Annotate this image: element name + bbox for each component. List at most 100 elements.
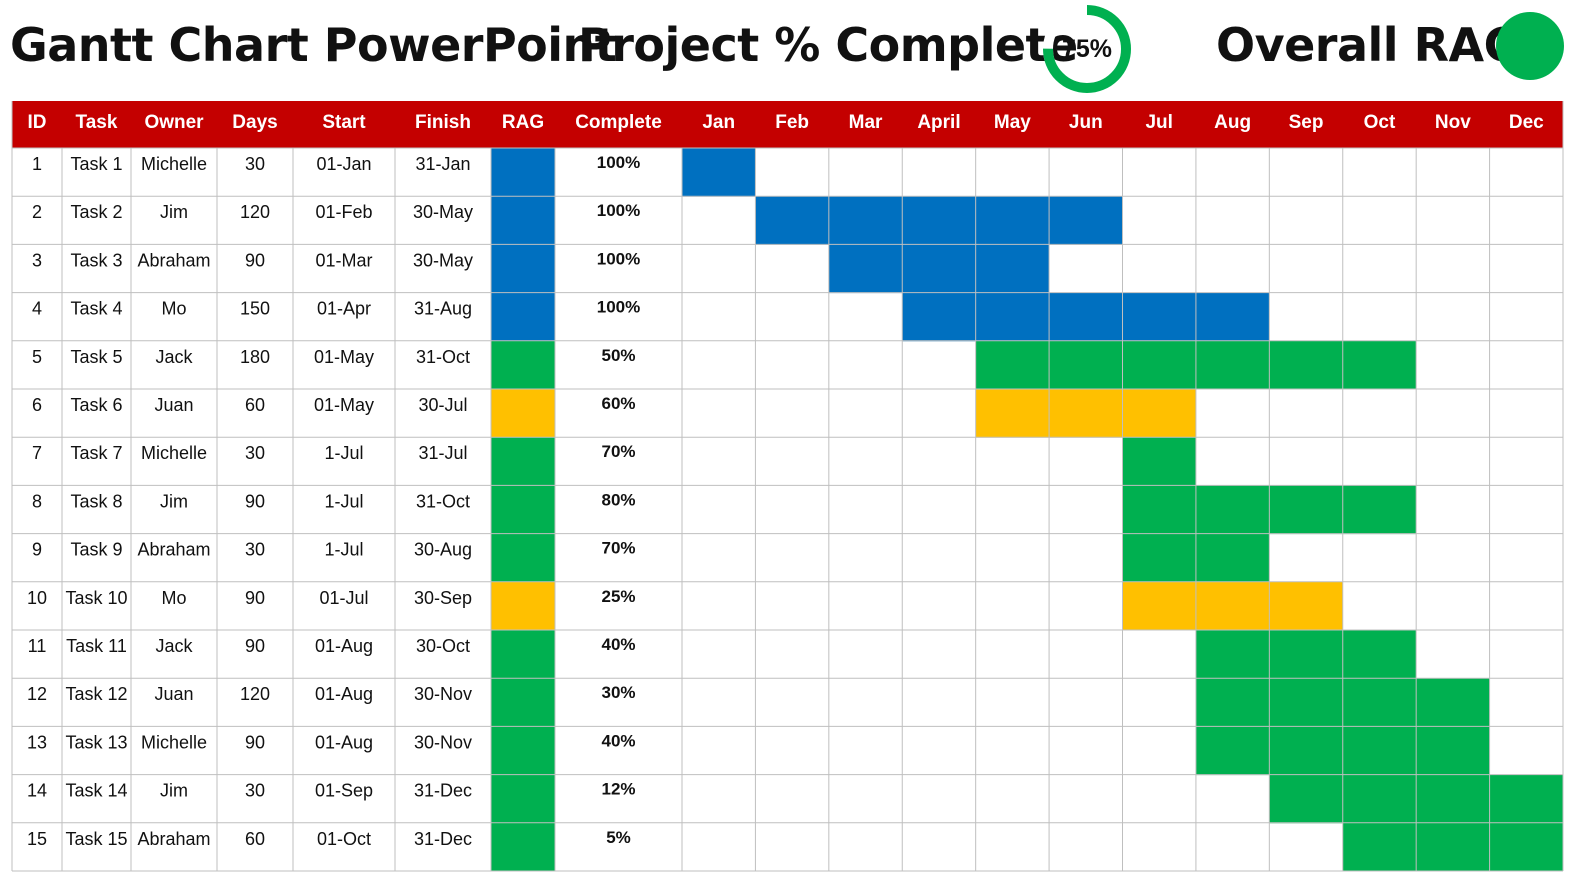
cell-finish: 30-Nov bbox=[414, 732, 472, 752]
cell-finish: 30-May bbox=[413, 250, 473, 270]
cell-finish: 30-Aug bbox=[414, 540, 472, 560]
cell-owner: Jim bbox=[160, 781, 188, 801]
gantt-bar bbox=[828, 244, 1050, 294]
cell-complete: 5% bbox=[606, 828, 631, 847]
gantt-bar bbox=[1122, 581, 1343, 631]
gantt-bar bbox=[682, 148, 756, 197]
cell-complete: 40% bbox=[601, 731, 635, 750]
gantt-bar bbox=[1342, 822, 1563, 872]
cell-finish: 30-Sep bbox=[414, 588, 472, 608]
cell-start: 01-Feb bbox=[315, 202, 372, 222]
cell-start: 01-May bbox=[314, 347, 374, 367]
cell-finish: 31-Aug bbox=[414, 299, 472, 319]
cell-days: 60 bbox=[245, 829, 265, 849]
cell-start: 01-Jul bbox=[319, 588, 368, 608]
cell-days: 30 bbox=[245, 154, 265, 174]
cell-owner: Michelle bbox=[141, 154, 207, 174]
percent-complete-donut: 75% bbox=[1043, 5, 1131, 93]
column-header-task: Task bbox=[76, 112, 118, 133]
cell-start: 1-Jul bbox=[324, 491, 363, 511]
cell-owner: Mo bbox=[161, 299, 186, 319]
cell-task: Task 9 bbox=[70, 540, 122, 560]
rag-cell bbox=[491, 148, 555, 197]
cell-task: Task 12 bbox=[65, 684, 127, 704]
cell-id: 3 bbox=[32, 250, 42, 270]
cell-days: 150 bbox=[240, 299, 270, 319]
month-header-april: April bbox=[917, 112, 960, 133]
donut-progress-arc bbox=[1043, 5, 1131, 93]
rag-cell bbox=[491, 389, 555, 438]
gantt-bar bbox=[1195, 630, 1417, 679]
cell-finish: 31-Jan bbox=[415, 154, 470, 174]
cell-id: 7 bbox=[32, 443, 42, 463]
column-header-complete: Complete bbox=[575, 112, 662, 133]
column-header-rag: RAG bbox=[502, 112, 544, 133]
cell-task: Task 4 bbox=[70, 299, 122, 319]
cell-finish: 30-Nov bbox=[414, 684, 472, 704]
gantt-bar bbox=[975, 389, 1196, 438]
cell-id: 13 bbox=[27, 732, 47, 752]
cell-complete: 80% bbox=[601, 490, 635, 509]
cell-task: Task 1 bbox=[70, 154, 122, 174]
cell-owner: Abraham bbox=[137, 829, 210, 849]
overall-rag-indicator bbox=[1496, 12, 1564, 80]
cell-complete: 60% bbox=[601, 394, 635, 413]
rag-cell bbox=[491, 292, 555, 342]
cell-id: 6 bbox=[32, 395, 42, 415]
cell-days: 90 bbox=[245, 732, 265, 752]
rag-cell bbox=[491, 774, 555, 824]
cell-owner: Abraham bbox=[137, 540, 210, 560]
cell-id: 5 bbox=[32, 347, 42, 367]
column-header-id: ID bbox=[28, 112, 47, 133]
slide-header: Gantt Chart PowerPoint Project % Complet… bbox=[0, 0, 1588, 98]
cell-finish: 30-May bbox=[413, 202, 473, 222]
month-header-dec: Dec bbox=[1509, 112, 1544, 133]
month-header-aug: Aug bbox=[1214, 112, 1251, 133]
cell-complete: 100% bbox=[597, 201, 640, 220]
cell-finish: 31-Jul bbox=[418, 443, 467, 463]
column-header-finish: Finish bbox=[415, 112, 471, 133]
cell-owner: Jack bbox=[155, 636, 193, 656]
cell-owner: Juan bbox=[154, 395, 193, 415]
month-header-jan: Jan bbox=[702, 112, 735, 133]
cell-complete: 70% bbox=[601, 442, 635, 461]
cell-start: 01-Aug bbox=[315, 684, 373, 704]
month-header-mar: Mar bbox=[849, 112, 883, 133]
cell-days: 120 bbox=[240, 684, 270, 704]
cell-days: 60 bbox=[245, 395, 265, 415]
month-header-sep: Sep bbox=[1289, 112, 1324, 133]
cell-start: 1-Jul bbox=[324, 443, 363, 463]
cell-id: 1 bbox=[32, 154, 42, 174]
cell-owner: Abraham bbox=[137, 250, 210, 270]
cell-complete: 100% bbox=[597, 249, 640, 268]
cell-finish: 30-Oct bbox=[416, 636, 470, 656]
cell-complete: 40% bbox=[601, 635, 635, 654]
column-header-days: Days bbox=[232, 112, 277, 133]
month-header-nov: Nov bbox=[1435, 112, 1471, 133]
month-header-oct: Oct bbox=[1364, 112, 1396, 133]
cell-start: 01-Aug bbox=[315, 636, 373, 656]
cell-start: 01-Sep bbox=[315, 781, 373, 801]
percent-complete-value: 75% bbox=[1062, 35, 1112, 63]
cell-id: 9 bbox=[32, 540, 42, 560]
rag-cell bbox=[491, 340, 555, 390]
cell-start: 01-Aug bbox=[315, 732, 373, 752]
rag-cell bbox=[491, 533, 555, 583]
gantt-bar bbox=[1122, 437, 1196, 486]
cell-task: Task 3 bbox=[70, 250, 122, 270]
cell-start: 01-Apr bbox=[317, 299, 371, 319]
cell-task: Task 10 bbox=[65, 588, 127, 608]
cell-task: Task 14 bbox=[65, 781, 127, 801]
cell-id: 8 bbox=[32, 491, 42, 511]
month-header-jun: Jun bbox=[1069, 112, 1103, 133]
month-header-jul: Jul bbox=[1145, 112, 1172, 133]
cell-owner: Juan bbox=[154, 684, 193, 704]
cell-days: 30 bbox=[245, 540, 265, 560]
rag-cell bbox=[491, 726, 555, 776]
cell-days: 120 bbox=[240, 202, 270, 222]
slide-title: Gantt Chart PowerPoint bbox=[10, 18, 617, 72]
cell-complete: 50% bbox=[601, 346, 635, 365]
cell-days: 90 bbox=[245, 491, 265, 511]
percent-complete-label: Project % Complete bbox=[578, 18, 1078, 72]
